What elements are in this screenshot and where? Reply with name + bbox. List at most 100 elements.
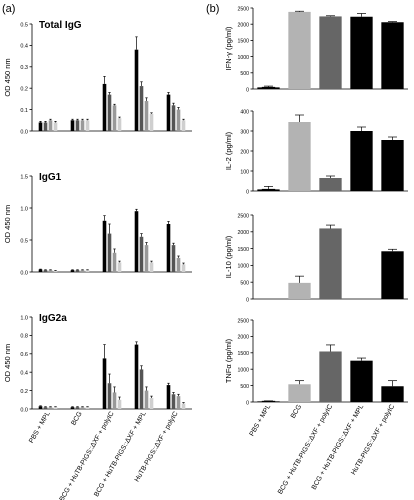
bar	[43, 122, 48, 131]
bar	[85, 270, 90, 272]
bar	[149, 397, 154, 409]
bar	[350, 131, 373, 191]
y-tick-label: 2500	[237, 6, 249, 12]
bar-group	[102, 76, 122, 131]
bar	[166, 94, 171, 131]
bar-group	[288, 275, 311, 299]
bar	[144, 245, 149, 272]
axes: 0 500 1000 1500 2000 2500 TNFα (pg/ml)	[224, 318, 408, 406]
bar-group	[166, 382, 186, 409]
bar	[149, 262, 154, 272]
bar	[53, 122, 58, 131]
bar	[181, 120, 186, 131]
bar-group	[381, 21, 404, 90]
bar-group	[70, 118, 90, 131]
bar	[112, 252, 117, 272]
bar	[117, 118, 122, 131]
bar	[166, 224, 171, 272]
bar-group	[381, 136, 404, 191]
axes: 0.0 0.5 1.0 1.5 OD 450 nm	[3, 174, 192, 276]
y-axis-label: OD 450 nm	[3, 205, 12, 243]
bar-group	[70, 406, 90, 409]
y-tick-label: 1500	[237, 351, 249, 357]
bar	[70, 120, 75, 131]
y-tick-label: 100	[240, 169, 249, 175]
bar	[166, 385, 171, 409]
bar	[144, 101, 149, 131]
bar	[102, 358, 107, 409]
a-category-label: BCG + HuTB-PIGS::ΔXF + polyIC	[58, 410, 115, 500]
bar	[43, 407, 48, 409]
bar	[381, 22, 404, 90]
bar	[112, 105, 117, 131]
a-category-label: BCG	[70, 411, 83, 427]
bar-group	[257, 400, 280, 402]
bar	[48, 407, 53, 409]
bar	[257, 87, 280, 89]
y-axis-label: OD 450 nm	[3, 58, 12, 96]
y-tick-label: 1500	[237, 247, 249, 253]
y-tick-label: 0.2	[20, 87, 28, 93]
y-tick-label: 0.4	[20, 44, 28, 50]
y-tick-label: 0	[246, 297, 249, 303]
bar	[350, 16, 373, 89]
axes: 0 500 1000 1500 2000 2500 IL-10 (pg/ml)	[224, 213, 408, 303]
bar-group	[319, 175, 342, 191]
bar	[139, 236, 144, 272]
y-tick-label: 200	[240, 149, 249, 155]
axes: 0.0 0.1 0.2 0.3 0.4 0.5 OD 450 nm	[3, 22, 192, 135]
y-axis-label: IFN-γ (pg/ml)	[224, 26, 233, 70]
bar	[75, 270, 80, 272]
bar	[134, 344, 139, 409]
y-tick-label: 0.0	[20, 270, 28, 276]
bar	[134, 211, 139, 272]
bar	[171, 394, 176, 409]
y-tick-label: 0.5	[20, 22, 28, 28]
bar-group	[134, 341, 154, 409]
bar-group	[319, 224, 342, 299]
panel-label-b: (b)	[206, 3, 219, 15]
bar	[85, 407, 90, 409]
bar	[176, 109, 181, 131]
y-tick-label: 1000	[237, 264, 249, 270]
bar	[112, 392, 117, 409]
bar	[319, 351, 342, 402]
bar	[102, 83, 107, 131]
y-tick-label: 2500	[237, 213, 249, 219]
b-category-label: PBS + MPL	[249, 403, 273, 437]
bar	[381, 386, 404, 402]
axes: 0 500 1000 1500 2000 2500 IFN-γ (pg/ml)	[224, 6, 408, 93]
y-tick-label: 1000	[237, 55, 249, 61]
bar	[43, 270, 48, 272]
bar	[288, 11, 311, 89]
bar	[38, 122, 43, 131]
y-tick-label: 2000	[237, 335, 249, 341]
bar	[319, 228, 342, 299]
bar	[48, 120, 53, 131]
y-tick-label: 1500	[237, 39, 249, 45]
bar-group	[38, 118, 58, 131]
bar-group	[102, 215, 122, 272]
bar	[107, 383, 112, 409]
bar	[38, 269, 43, 272]
bar	[171, 245, 176, 272]
a-category-label: PBS + MPL	[28, 410, 52, 444]
bar	[80, 120, 85, 131]
chart-title: IgG2a	[39, 313, 67, 324]
y-tick-label: 2500	[237, 318, 249, 324]
bar	[48, 270, 53, 272]
bar-group	[288, 114, 311, 191]
bar	[176, 257, 181, 272]
bar-group	[381, 248, 404, 299]
bar	[102, 220, 107, 272]
bar	[288, 282, 311, 299]
bar	[350, 360, 373, 402]
y-tick-label: 0.5	[20, 238, 28, 244]
bar-group	[350, 357, 373, 402]
bar	[319, 16, 342, 90]
y-tick-label: 0	[246, 189, 249, 195]
bar	[70, 270, 75, 272]
bar-group	[38, 405, 58, 409]
bar-group	[257, 85, 280, 89]
